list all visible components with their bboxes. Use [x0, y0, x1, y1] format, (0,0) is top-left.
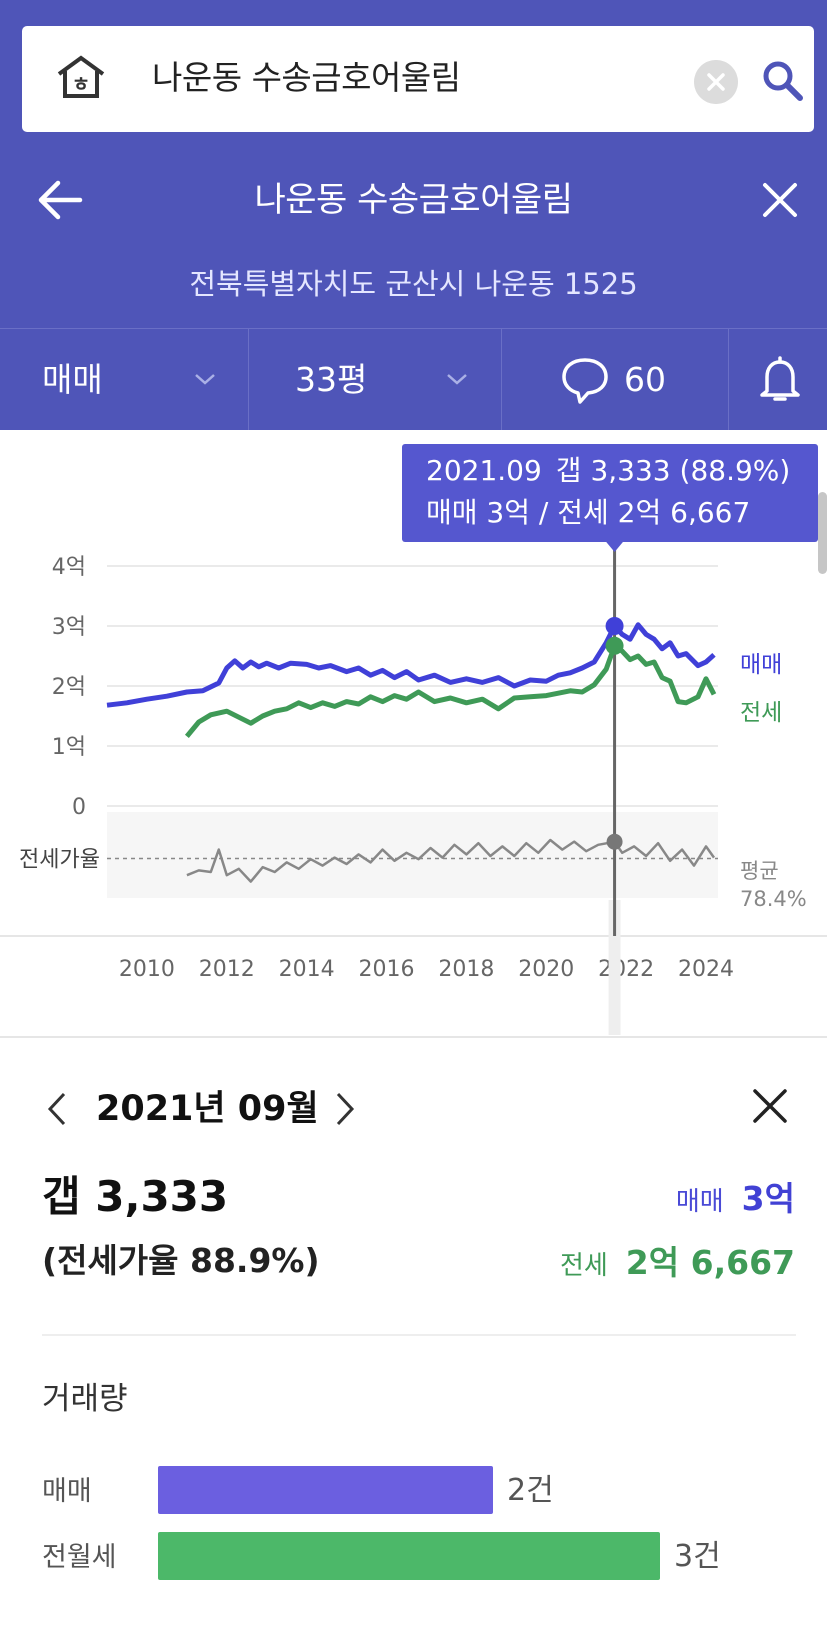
jeonse-price-value: 2억 6,667 [625, 1243, 795, 1282]
volume-sale-label: 매매 [42, 1476, 92, 1507]
jeonse-series-line [184, 643, 717, 738]
volume-row-rent: 전월세 3건 [0, 1532, 827, 1582]
sale-price-value: 3억 [741, 1179, 795, 1218]
tooltip-date: 2021.09 [426, 454, 542, 487]
scrollbar[interactable] [818, 492, 827, 574]
close-icon[interactable] [760, 180, 800, 220]
y-tick-label: 1억 [52, 735, 86, 760]
month-label: 2021년 09월 [96, 1089, 319, 1129]
notification-button[interactable] [729, 329, 827, 431]
volume-rent-count: 3건 [674, 1539, 721, 1574]
y-tick-label: 0 [72, 795, 86, 820]
comments-button[interactable]: 60 [502, 329, 729, 431]
chevron-down-icon [447, 374, 467, 385]
jeonse-price-row: 전세 2억 6,667 [560, 1236, 795, 1284]
volume-title: 거래량 [42, 1381, 128, 1417]
sale-highlight-point [605, 617, 624, 635]
volume-row-sale: 매매 2건 [0, 1466, 827, 1516]
filter-bar: 매매 33평 60 [0, 328, 827, 431]
tooltip-gap: 갭 3,333 (88.9%) [555, 454, 791, 487]
average-label: 평균 [740, 859, 779, 883]
ratio-series-line [186, 838, 716, 883]
volume-sale-bar [158, 1466, 493, 1514]
gap-amount: 갭 3,333 [42, 1172, 229, 1221]
page-title: 나운동 수송금호어울림 [254, 180, 573, 220]
detail-panel: 2021년 09월 갭 3,333 (전세가율 88.9%) 매매 3억 전세 2억… [0, 1036, 827, 1629]
ratio-label: 전세가율 [19, 848, 100, 873]
x-tick-label: 2014 [279, 957, 335, 982]
comment-bubble-icon [562, 358, 608, 404]
average-value: 78.4% [740, 887, 807, 911]
size-dropdown[interactable]: 33평 [249, 329, 502, 431]
tooltip-arrow [604, 540, 625, 552]
volume-rent-label: 전월세 [42, 1542, 117, 1573]
tooltip-prices: 매매 3억 / 전세 2억 6,667 [426, 496, 751, 529]
jeonse-price-label: 전세 [559, 1251, 608, 1281]
price-chart[interactable]: 4억 3억 2억 1억 0 전세가율 2010 2012 2014 2016 2018 2020 202… [0, 430, 827, 1035]
x-tick-label: 2022 [598, 957, 654, 982]
x-tick-label: 2020 [518, 957, 574, 982]
chart-tooltip: 2021.09 갭 3,333 (88.9%) 매매 3억 / 전세 2억 6,6… [402, 444, 818, 542]
chevron-right-icon[interactable] [330, 1090, 358, 1128]
size-label: 33평 [295, 360, 368, 399]
x-tick-label: 2016 [359, 957, 415, 982]
x-tick-label: 2010 [119, 957, 175, 982]
tooltip-line-1: 2021.09 갭 3,333 (88.9%) [426, 452, 790, 490]
search-icon[interactable] [758, 56, 806, 104]
header: ㅎ 나운동 수송금호어울림 나운동 수송금호어울림 전북특별자치도 군산시 나운… [0, 0, 827, 431]
deal-type-label: 매매 [42, 360, 103, 399]
jeonse-ratio: (전세가율 88.9%) [42, 1241, 320, 1280]
bell-icon [760, 356, 800, 401]
ratio-highlight-point [606, 833, 623, 850]
home-icon[interactable]: ㅎ [56, 54, 106, 100]
x-tick-label: 2018 [438, 957, 494, 982]
sale-price-label: 매매 [675, 1187, 724, 1217]
jeonse-highlight-point [605, 636, 624, 655]
x-tick-label: 2024 [678, 957, 734, 982]
chevron-left-icon[interactable] [44, 1090, 72, 1128]
svg-text:ㅎ: ㅎ [72, 72, 90, 96]
volume-sale-count: 2건 [507, 1473, 554, 1508]
search-query[interactable]: 나운동 수송금호어울림 [152, 58, 461, 97]
y-tick-label: 3억 [52, 615, 86, 640]
comment-count: 60 [624, 360, 666, 399]
address: 전북특별자치도 군산시 나운동 1525 [189, 267, 638, 301]
highlight-band [608, 900, 621, 1035]
sale-series-line [106, 622, 716, 708]
y-tick-label: 2억 [52, 675, 86, 700]
jeonse-series-label: 전세 [740, 700, 782, 726]
back-arrow-icon[interactable] [36, 178, 84, 222]
month-nav: 2021년 09월 [0, 1078, 827, 1138]
sale-price-row: 매매 3억 [676, 1172, 795, 1220]
divider [42, 1334, 796, 1336]
title-row: 나운동 수송금호어울림 [0, 160, 827, 240]
y-tick-label: 4억 [52, 555, 86, 580]
x-tick-label: 2012 [199, 957, 255, 982]
volume-rent-bar [158, 1532, 660, 1580]
clear-search-icon[interactable] [694, 60, 738, 104]
price-chart-svg: 4억 3억 2억 1억 0 전세가율 2010 2012 2014 2016 2018 2020 202… [0, 540, 827, 1035]
chevron-down-icon [195, 374, 215, 385]
close-icon[interactable] [752, 1088, 788, 1124]
deal-type-dropdown[interactable]: 매매 [0, 329, 249, 431]
search-bar[interactable]: ㅎ 나운동 수송금호어울림 [22, 26, 814, 132]
sale-series-label: 매매 [740, 652, 782, 678]
